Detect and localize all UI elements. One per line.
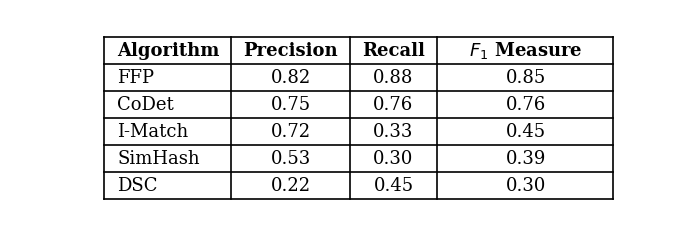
Text: I-Match: I-Match: [117, 123, 189, 141]
Text: 0.88: 0.88: [373, 69, 414, 87]
Text: 0.33: 0.33: [373, 123, 414, 141]
Text: 0.45: 0.45: [506, 123, 546, 141]
Text: Recall: Recall: [362, 42, 425, 60]
Text: 0.22: 0.22: [271, 177, 310, 195]
Text: DSC: DSC: [117, 177, 158, 195]
Text: FFP: FFP: [117, 69, 154, 87]
Text: Precision: Precision: [243, 42, 338, 60]
Text: 0.30: 0.30: [506, 177, 547, 195]
Text: 0.76: 0.76: [373, 96, 414, 114]
Text: SimHash: SimHash: [117, 150, 200, 168]
Text: $\mathit{F}_1$ Measure: $\mathit{F}_1$ Measure: [470, 40, 583, 61]
Text: 0.82: 0.82: [271, 69, 310, 87]
Text: 0.76: 0.76: [506, 96, 547, 114]
Text: 0.30: 0.30: [373, 150, 414, 168]
Text: 0.72: 0.72: [271, 123, 310, 141]
Text: 0.53: 0.53: [271, 150, 310, 168]
Text: 0.75: 0.75: [271, 96, 310, 114]
Text: 0.45: 0.45: [373, 177, 414, 195]
Text: 0.39: 0.39: [506, 150, 547, 168]
Text: CoDet: CoDet: [117, 96, 174, 114]
Text: Algorithm: Algorithm: [117, 42, 219, 60]
Text: 0.85: 0.85: [506, 69, 547, 87]
